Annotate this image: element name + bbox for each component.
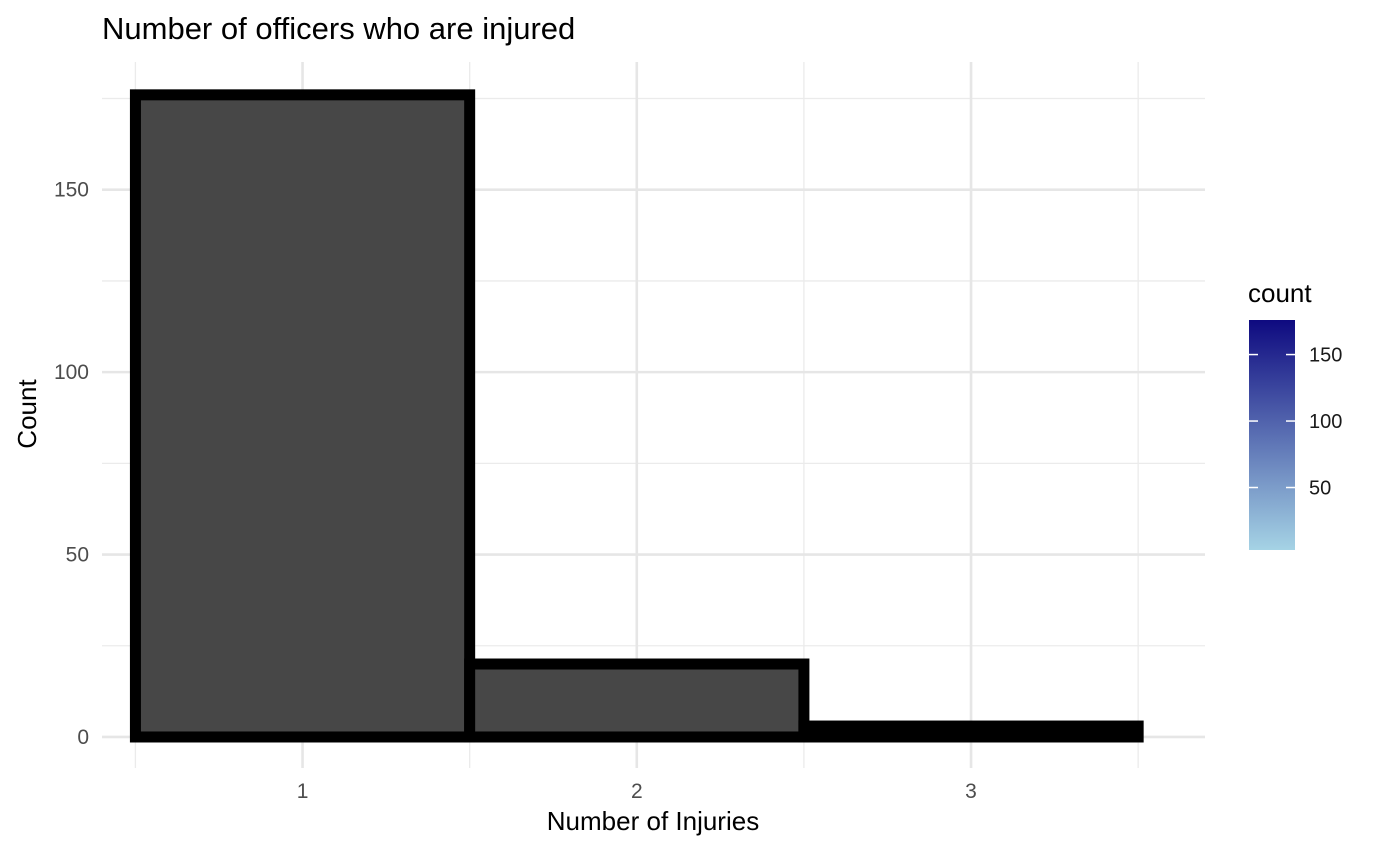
y-tick-label: 100 bbox=[54, 361, 89, 384]
x-tick-label: 2 bbox=[631, 780, 643, 803]
legend-ticks: 50 100 150 bbox=[1249, 345, 1342, 500]
legend-colorbar bbox=[1249, 320, 1295, 550]
chart-title: Number of officers who are injured bbox=[102, 11, 575, 46]
bar-2 bbox=[464, 658, 810, 743]
legend-tick-label: 50 bbox=[1309, 478, 1331, 500]
y-axis-title: Count bbox=[12, 379, 42, 449]
legend-tick-label: 150 bbox=[1309, 345, 1342, 367]
y-tick-label: 150 bbox=[54, 179, 89, 202]
y-tick-label: 0 bbox=[77, 726, 89, 749]
x-axis-title: Number of Injuries bbox=[547, 806, 759, 836]
x-tick-label: 3 bbox=[965, 780, 977, 803]
legend-title: count bbox=[1248, 278, 1312, 308]
axis-labels: 0 50 100 150 1 2 3 bbox=[54, 179, 977, 803]
y-tick-label: 50 bbox=[66, 544, 89, 567]
bar-3 bbox=[798, 720, 1144, 743]
bars bbox=[129, 89, 1144, 743]
legend: count 50 100 150 bbox=[1248, 278, 1342, 550]
bar-1 bbox=[129, 89, 476, 743]
legend-tick-label: 100 bbox=[1309, 411, 1342, 433]
x-tick-label: 1 bbox=[297, 780, 309, 803]
